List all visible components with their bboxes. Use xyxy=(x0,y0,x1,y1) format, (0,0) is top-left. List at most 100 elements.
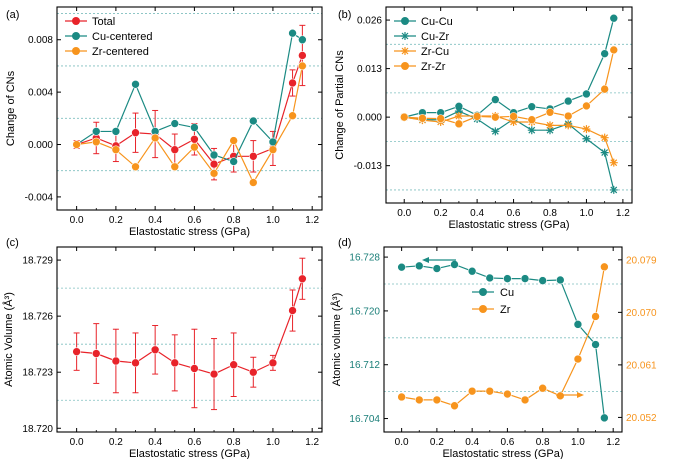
data-point xyxy=(555,275,565,285)
data-point xyxy=(467,386,477,396)
data-point xyxy=(609,13,619,23)
data-point xyxy=(467,266,477,276)
y-tick-label: 0.013 xyxy=(357,64,382,75)
data-point xyxy=(399,112,409,122)
y-tick-label: 0.000 xyxy=(357,113,382,124)
x-tick-label: 0.2 xyxy=(109,437,123,448)
data-point xyxy=(573,320,583,329)
data-point xyxy=(209,369,219,379)
x-tick-label: 0.8 xyxy=(227,215,241,226)
data-point xyxy=(503,389,512,399)
data-point xyxy=(229,136,238,145)
data-point xyxy=(91,137,101,147)
data-point xyxy=(491,127,500,136)
data-point xyxy=(450,260,459,269)
legend-marker xyxy=(72,47,80,55)
data-point xyxy=(91,349,101,358)
data-point xyxy=(397,262,406,272)
data-point xyxy=(600,84,609,94)
data-point xyxy=(268,145,278,155)
legend-marker xyxy=(401,17,409,25)
y-axis-label: Change of Partial CNs xyxy=(334,50,346,160)
legend-marker xyxy=(72,32,80,40)
data-point xyxy=(268,358,278,368)
data-point xyxy=(600,148,609,157)
data-point xyxy=(209,159,219,169)
x-tick-label: 0.6 xyxy=(507,208,521,219)
y-tick-label: -0.013 xyxy=(354,161,383,172)
x-tick-label: 1.2 xyxy=(616,208,630,219)
data-point xyxy=(190,123,199,132)
data-point xyxy=(509,112,518,121)
data-point xyxy=(298,35,307,45)
data-point xyxy=(170,145,180,155)
data-point xyxy=(520,274,530,283)
data-point xyxy=(454,107,463,116)
x-tick-label: 0.4 xyxy=(148,437,162,448)
x-tick-label: 0.8 xyxy=(227,437,241,448)
arrow-left-icon xyxy=(422,257,429,263)
x-tick-label: 0.2 xyxy=(434,208,448,219)
data-point xyxy=(248,178,258,187)
legend-entry: Zr-Cu xyxy=(394,46,449,58)
legend-marker xyxy=(401,62,409,70)
data-point xyxy=(454,112,463,121)
x-tick-label: 0.0 xyxy=(395,437,409,448)
legend-entry: Cu-Cu xyxy=(394,16,453,28)
plot-frame xyxy=(56,246,323,433)
y-tick-label: 16.704 xyxy=(349,414,380,425)
plot-frame xyxy=(385,6,633,204)
y-axis-label: Change of CNs xyxy=(5,70,17,146)
data-point xyxy=(538,383,547,393)
legend-marker xyxy=(479,305,487,313)
legend-label: Zr xyxy=(500,304,511,316)
x-tick-label: 1.0 xyxy=(266,437,280,448)
data-point xyxy=(288,78,297,88)
data-point xyxy=(582,134,591,143)
y-tick-label: 18.729 xyxy=(22,256,53,267)
data-point xyxy=(527,126,536,135)
x-tick-label: 0.4 xyxy=(470,208,484,219)
x-tick-label: 1.2 xyxy=(305,215,319,226)
data-point xyxy=(131,162,140,172)
data-point xyxy=(472,112,482,121)
y2-tick-label: 20.052 xyxy=(626,413,657,424)
data-point xyxy=(582,101,591,111)
y-tick-label: 16.728 xyxy=(349,253,380,264)
data-point xyxy=(170,119,180,128)
legend-entry: Total xyxy=(65,16,115,28)
x-axis-label: Elastostatic stress (GPa) xyxy=(129,226,250,238)
data-point xyxy=(131,79,140,89)
data-point xyxy=(582,89,591,99)
x-tick-label: 1.0 xyxy=(579,208,593,219)
y-tick-label: 0.000 xyxy=(28,140,53,151)
data-point xyxy=(591,340,600,349)
legend-marker xyxy=(401,47,409,55)
data-point xyxy=(190,364,199,373)
x-tick-label: 0.6 xyxy=(187,437,201,448)
x-tick-label: 0.0 xyxy=(397,208,411,219)
y-tick-label: 18.723 xyxy=(22,368,53,379)
legend-entry: Cu-centered xyxy=(65,31,153,43)
data-point xyxy=(600,413,609,423)
series-zr xyxy=(397,262,609,411)
data-point xyxy=(91,127,101,136)
data-point xyxy=(170,358,180,368)
legend-label: Zr-centered xyxy=(92,46,149,58)
plot-frame xyxy=(56,6,323,211)
legend-entry: Zr xyxy=(472,304,511,316)
series-line xyxy=(76,278,303,375)
y-tick-label: 0.008 xyxy=(28,35,53,46)
data-point xyxy=(397,392,406,402)
data-point xyxy=(546,126,554,135)
legend-label: Cu-Cu xyxy=(421,16,453,28)
data-point xyxy=(111,145,121,155)
data-point xyxy=(582,125,591,134)
data-point xyxy=(418,113,427,123)
data-point xyxy=(131,128,140,138)
x-axis-label: Elastostatic stress (GPa) xyxy=(448,219,569,231)
data-point xyxy=(150,345,160,355)
data-point xyxy=(600,133,609,142)
data-point xyxy=(573,354,583,364)
data-point xyxy=(209,169,219,178)
